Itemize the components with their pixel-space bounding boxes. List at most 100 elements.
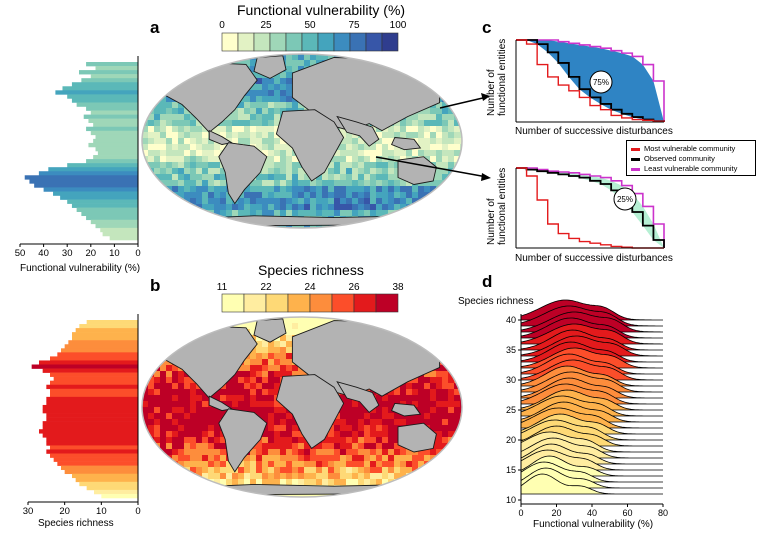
ridge-ytick-label: 15	[506, 465, 516, 475]
map-a-cell	[166, 102, 173, 109]
map-a-cell	[274, 174, 281, 181]
map-a-cell	[226, 132, 233, 139]
map-b-cell	[340, 431, 347, 438]
hist-b-bar	[68, 340, 138, 345]
map-b-cell	[202, 455, 209, 462]
map-b-cell	[310, 323, 317, 330]
map-a-continent	[253, 55, 287, 79]
map-a-cell	[454, 144, 461, 151]
map-b-cell	[256, 461, 263, 468]
ridge-xtick-label: 40	[587, 508, 597, 518]
map-b-cell	[202, 413, 209, 420]
map-a-cell	[268, 126, 275, 133]
map-a-cell	[178, 120, 185, 127]
map-b-cell	[172, 455, 179, 462]
map-a-cell	[322, 192, 329, 199]
map-b-cell	[172, 395, 179, 402]
map-a-cell	[238, 60, 245, 67]
map-a-cell	[334, 204, 341, 211]
hist-a-bar	[109, 235, 138, 241]
map-a-cell	[226, 126, 233, 133]
map-a-cell	[436, 138, 443, 145]
map-a-cell	[376, 144, 383, 151]
map-b-cell	[460, 401, 462, 408]
map-b-cell	[190, 401, 197, 408]
map-b-cell	[286, 353, 293, 360]
map-b-cell	[232, 473, 239, 480]
map-b-cell	[286, 467, 293, 474]
map-a-cell	[166, 126, 173, 133]
map-b-cell	[322, 473, 329, 480]
map-b-cell	[328, 443, 335, 450]
map-b-cell	[340, 443, 347, 450]
map-b-cell	[346, 419, 353, 426]
map-b-cell	[262, 473, 269, 480]
map-a-cell	[280, 180, 287, 187]
map-a-cell	[190, 150, 197, 157]
map-b-cell	[400, 383, 407, 390]
map-b-cell	[184, 461, 191, 468]
hist-a-bar	[71, 98, 138, 103]
map-b-cell	[436, 413, 443, 420]
map-b-cell	[148, 431, 155, 438]
hist-b-bar	[72, 336, 138, 341]
map-b-cell	[376, 437, 383, 444]
map-a-cell	[448, 126, 455, 133]
map-a-cell	[370, 210, 377, 217]
map-b-cell	[160, 383, 167, 390]
map-a-cell	[442, 102, 449, 109]
map-a-cell	[256, 120, 263, 127]
map-b-cell	[376, 443, 383, 450]
map-b-cell	[178, 395, 185, 402]
map-a-cell	[436, 108, 443, 115]
map-a-cell	[184, 162, 191, 169]
map-a-cell	[286, 78, 293, 85]
map-b-cell	[292, 443, 299, 450]
map-b-cell	[454, 389, 461, 396]
map-a-cell	[262, 150, 269, 157]
hist-a-bar	[81, 211, 138, 217]
map-b-cell	[328, 317, 335, 324]
map-b-cell	[406, 449, 413, 456]
map-a-cell	[268, 138, 275, 145]
hist-b-bar	[61, 465, 138, 470]
map-a-cell	[322, 174, 329, 181]
map-b-cell	[346, 431, 353, 438]
map-a-cell	[430, 180, 437, 187]
map-b-cell	[442, 419, 449, 426]
map-b-cell	[172, 371, 179, 378]
map-b-cell	[370, 461, 377, 468]
map-a-cell	[310, 180, 317, 187]
map-a-cell	[202, 168, 209, 175]
map-a-cell	[286, 156, 293, 163]
map-b-cell	[328, 449, 335, 456]
map-b-cell	[154, 383, 161, 390]
map-b-cell	[232, 323, 239, 330]
map-a-cell	[418, 150, 425, 157]
map-a-cell	[304, 192, 311, 199]
map-b-cell	[268, 473, 275, 480]
map-b-cell	[244, 371, 251, 378]
map-b-cell	[430, 401, 437, 408]
map-a-cell	[286, 144, 293, 151]
arrow-to-bottom-curve	[375, 156, 488, 178]
map-b-cell	[196, 413, 203, 420]
map-b-cell	[436, 401, 443, 408]
map-b-cell	[268, 365, 275, 372]
hist-a-bar	[67, 94, 138, 99]
hist-b-bar	[42, 368, 138, 373]
map-a-cell	[286, 186, 293, 193]
map-b-cell	[250, 449, 257, 456]
map-b-cell	[190, 425, 197, 432]
map-b-cell	[280, 335, 287, 342]
map-a-cell	[412, 150, 419, 157]
map-a-cell	[328, 210, 335, 217]
map-b-cell	[286, 359, 293, 366]
map-b-cell	[400, 449, 407, 456]
map-b-cell	[274, 359, 281, 366]
hist-b-bar	[50, 392, 138, 398]
map-a-cell	[352, 174, 359, 181]
map-b-cell	[166, 419, 173, 426]
map-b-cell	[394, 419, 401, 426]
map-a-cell	[178, 102, 185, 109]
